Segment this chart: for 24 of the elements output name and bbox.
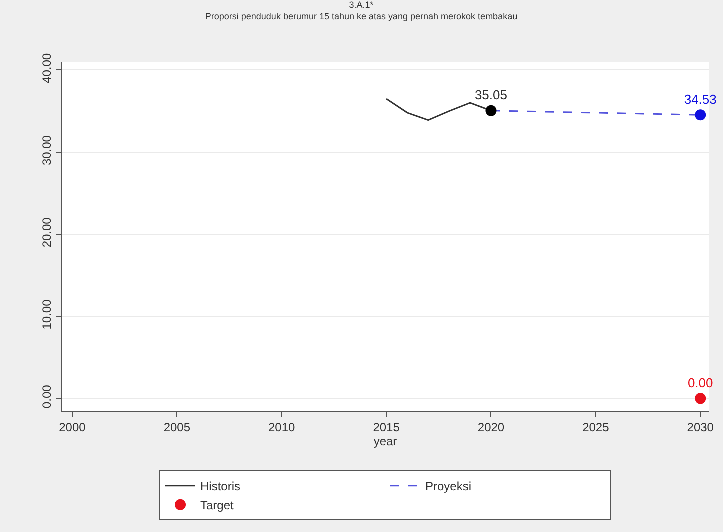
data-label: 0.00	[688, 376, 714, 391]
point	[486, 105, 497, 116]
x-tick-label: 2020	[478, 420, 505, 434]
y-tick-label: 30.00	[40, 135, 54, 166]
data-label: 35.05	[474, 88, 508, 103]
x-tick-label: 2030	[687, 420, 714, 434]
x-axis-title: year	[374, 434, 398, 448]
x-tick-label: 2000	[59, 420, 86, 434]
legend-label: Target	[200, 498, 235, 513]
chart-subtitle: Proporsi penduduk berumur 15 tahun ke atas yang pernah merokok tembakau	[205, 12, 518, 22]
y-tick-label: 20.00	[40, 217, 54, 248]
point	[695, 393, 706, 404]
chart-title: 3.A.1*	[349, 0, 374, 10]
y-tick-label: 40.00	[40, 53, 54, 84]
x-tick-label: 2015	[373, 420, 400, 434]
x-tick-label: 2005	[164, 420, 191, 434]
legend-label: Historis	[200, 480, 241, 494]
legend-label: Proyeksi	[426, 480, 472, 494]
point	[695, 110, 706, 121]
data-label: 34.53	[684, 92, 717, 108]
y-tick-label: 10.00	[40, 299, 54, 330]
x-tick-label: 2010	[268, 420, 296, 434]
x-tick-label: 2025	[582, 420, 610, 434]
y-tick-label: 0.00	[40, 384, 54, 409]
